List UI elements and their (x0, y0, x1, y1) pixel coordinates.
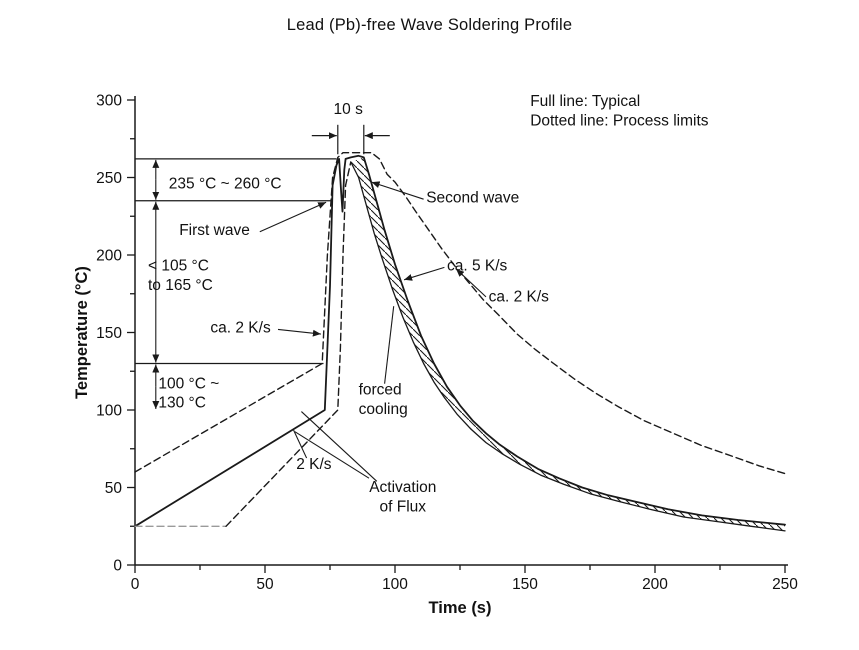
series-forced-cooling-lower-edge (350, 161, 786, 532)
range-235-260-label: 235 °C ~ 260 °C (169, 175, 282, 192)
activation-of-flux-leader (294, 431, 370, 479)
activation-of-flux-label: Activation (369, 479, 436, 496)
forced-cooling-band (350, 157, 785, 531)
activation-of-flux-label: of Flux (380, 499, 427, 516)
axes (134, 96, 788, 566)
svg-text:250: 250 (96, 170, 122, 187)
svg-text:0: 0 (131, 576, 140, 593)
ramp-rate-wave-leader (277, 328, 321, 337)
rise-range-label: to 165 °C (148, 277, 213, 294)
cooling-rate-5-leader (403, 266, 445, 281)
chart-title: Lead (Pb)-free Wave Soldering Profile (286, 16, 573, 34)
ticks (127, 99, 786, 573)
tick-labels: 0 50 100 150 200 250 300 0 50 100 150 200 250 (96, 93, 798, 594)
svg-text:50: 50 (256, 576, 274, 593)
svg-text:150: 150 (512, 576, 538, 593)
cooling-rate-2-leader (455, 268, 487, 298)
preheat-rate-label: 2 K/s (296, 456, 332, 473)
duration-marker (311, 124, 390, 155)
series-curves (134, 152, 786, 532)
x-axis-label: Time (s) (429, 599, 492, 617)
cooling-rate-2-label: ca. 2 K/s (489, 289, 550, 306)
ramp-rate-wave-label: ca. 2 K/s (210, 320, 271, 337)
first-wave-leader (259, 201, 327, 233)
legend-note: Full line: Typical Dotted line: Process l… (530, 93, 709, 129)
svg-text:100: 100 (382, 576, 408, 593)
svg-text:100: 100 (96, 403, 122, 420)
forced-cooling-leader (384, 306, 395, 384)
preheat-range-label: 130 °C (158, 395, 206, 412)
duration-label: 10 s (334, 101, 364, 118)
series-upper-process-limit (134, 152, 786, 475)
y-axis-label: Temperature (°C) (73, 266, 91, 399)
series-typical (134, 154, 786, 528)
forced-cooling-label: forced (359, 382, 402, 399)
series-lower-process-limit-rise (225, 161, 352, 527)
svg-text:300: 300 (96, 93, 122, 110)
legend-line: Dotted line: Process limits (530, 113, 709, 130)
activation-of-flux-leader (301, 411, 378, 482)
svg-text:200: 200 (642, 576, 668, 593)
svg-text:150: 150 (96, 325, 122, 342)
svg-text:200: 200 (96, 248, 122, 265)
reference-lines (135, 158, 337, 365)
legend-line: Full line: Typical (530, 93, 640, 110)
forced-cooling-label: cooling (359, 401, 408, 418)
rise-range-label: < 105 °C (148, 258, 209, 275)
preheat-range-label: 100 °C ~ (158, 375, 219, 392)
axis-titles: Time (s) Temperature (°C) (73, 266, 491, 617)
annotations: 235 °C ~ 260 °C First wave Second wave < 10… (148, 175, 549, 515)
svg-text:250: 250 (772, 576, 798, 593)
svg-text:50: 50 (105, 480, 123, 497)
cooling-rate-5-label: ca. 5 K/s (447, 258, 508, 275)
first-wave-label: First wave (179, 222, 250, 239)
second-wave-label: Second wave (426, 189, 519, 206)
preheat-rate-leader (293, 429, 308, 459)
second-wave-leader (371, 181, 424, 200)
svg-text:0: 0 (113, 558, 122, 575)
